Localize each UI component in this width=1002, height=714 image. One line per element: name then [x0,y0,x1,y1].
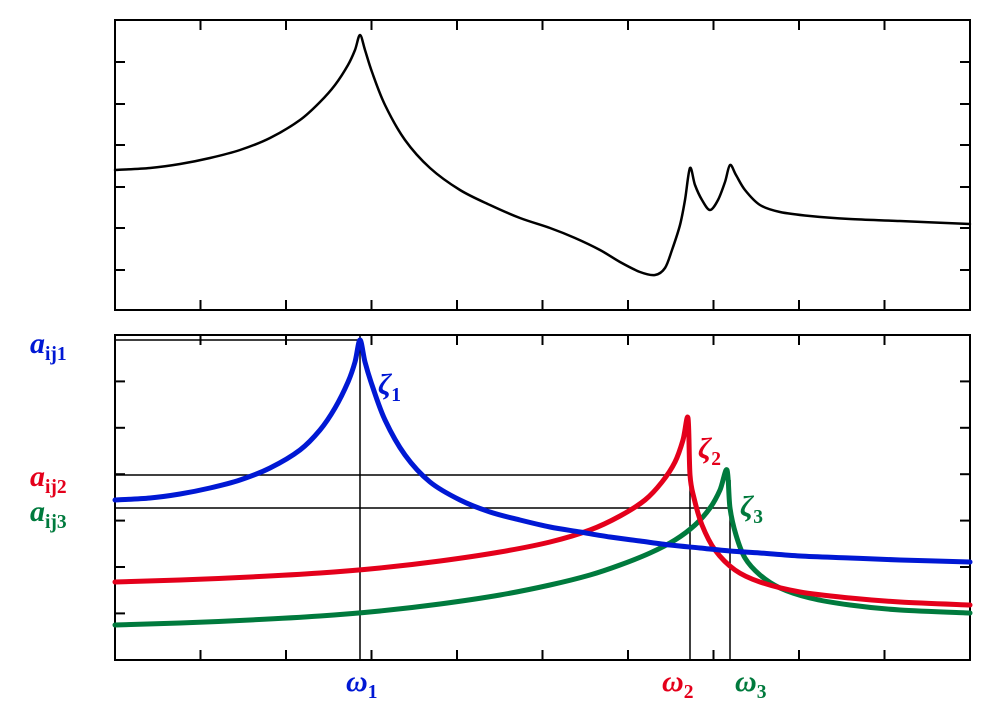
label-omega3: ω3 [735,665,766,704]
chart-svg [0,0,1002,714]
label-omega1: ω1 [346,665,377,704]
label-a-ij2: aij2 [30,460,67,499]
label-zeta1: ζ1 [378,368,401,407]
label-a-ij1: aij1 [30,327,67,366]
label-omega2: ω2 [662,665,693,704]
label-a-ij3: aij3 [30,495,67,534]
label-zeta2: ζ2 [698,432,721,471]
label-zeta3: ζ3 [740,490,763,529]
chart-container: aij1 aij2 aij3 ω1 ω2 ω3 ζ1 ζ2 ζ3 [0,0,1002,714]
